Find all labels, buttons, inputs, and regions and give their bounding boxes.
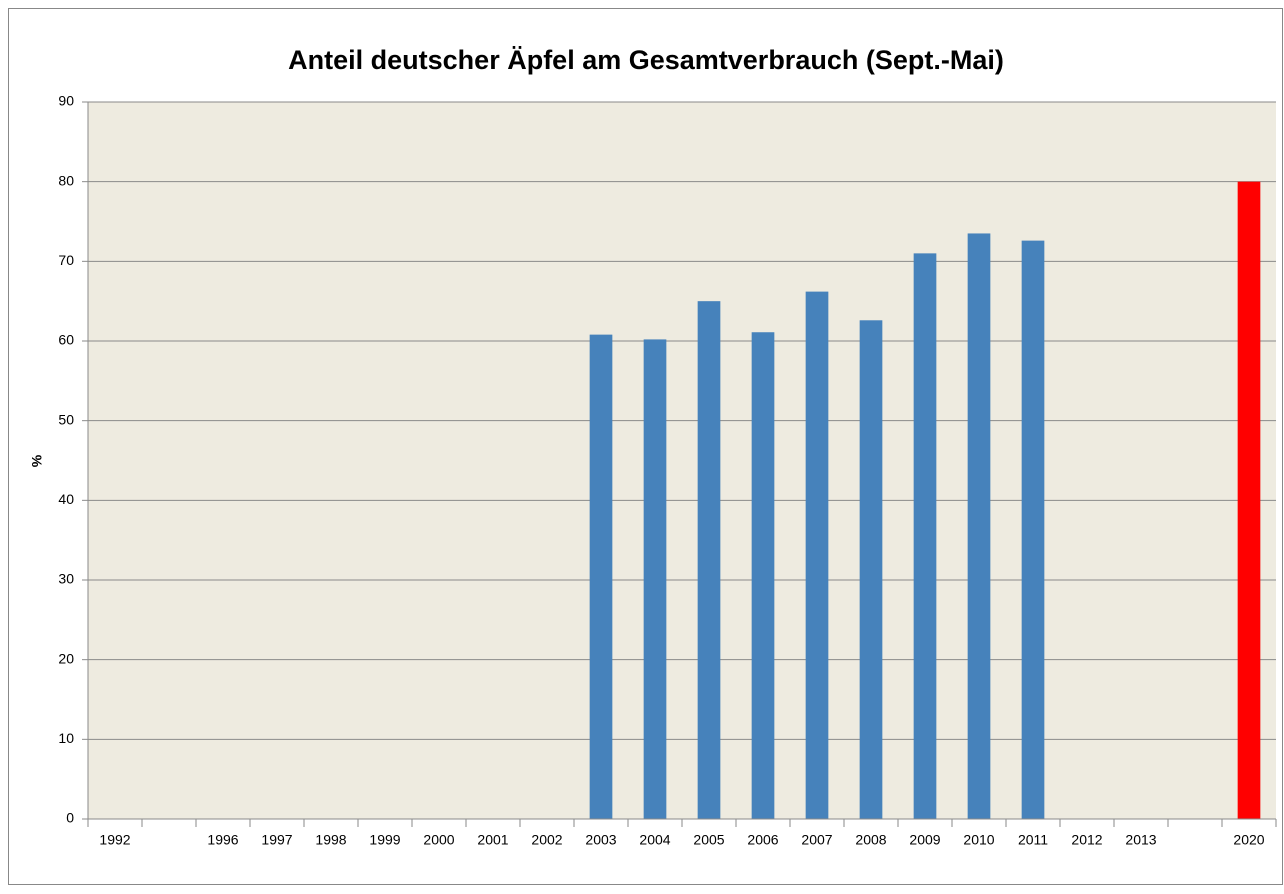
x-tick-label: 2009 [909,832,940,848]
y-tick-label: 30 [58,571,74,587]
x-tick-label: 2011 [1018,832,1048,848]
y-tick-label: 90 [58,93,74,109]
y-tick-label: 0 [66,810,74,826]
y-tick-label: 70 [58,252,74,268]
bar [913,253,937,819]
bar [1237,181,1261,819]
y-tick-label: 20 [58,650,74,666]
x-tick-label: 2012 [1071,832,1102,848]
x-tick-label: 2000 [423,832,454,848]
y-axis-label: % [29,454,45,467]
x-tick-label: 2013 [1125,832,1156,848]
plot-area [88,102,1276,819]
bar [751,332,775,819]
x-tick-label: 1996 [207,832,238,848]
bar [859,320,883,819]
x-tick-label: 2002 [531,832,562,848]
bar [1021,240,1045,819]
x-tick-label: 2010 [963,832,994,848]
bar [805,291,829,819]
x-tick-label: 2008 [855,832,886,848]
x-tick-label: 2001 [477,832,508,848]
bar [643,339,667,819]
y-tick-label: 10 [58,730,74,746]
x-tick-label: 2003 [585,832,616,848]
y-tick-label: 60 [58,332,74,348]
x-tick-label: 1997 [261,832,292,848]
x-tick-label: 2020 [1233,832,1264,848]
bar [967,233,991,819]
y-tick-label: 40 [58,491,74,507]
bar [589,334,613,819]
x-tick-label: 2004 [639,832,670,848]
bar [697,301,721,820]
x-tick-label: 1999 [369,832,400,848]
x-tick-label: 1992 [99,832,130,848]
x-tick-label: 2005 [693,832,724,848]
y-tick-label: 50 [58,411,74,427]
x-tick-label: 2006 [747,832,778,848]
x-tick-label: 1998 [315,832,346,848]
chart-title: Anteil deutscher Äpfel am Gesamtverbrauc… [288,45,1004,75]
y-tick-label: 80 [58,172,74,188]
x-tick-label: 2007 [801,832,832,848]
